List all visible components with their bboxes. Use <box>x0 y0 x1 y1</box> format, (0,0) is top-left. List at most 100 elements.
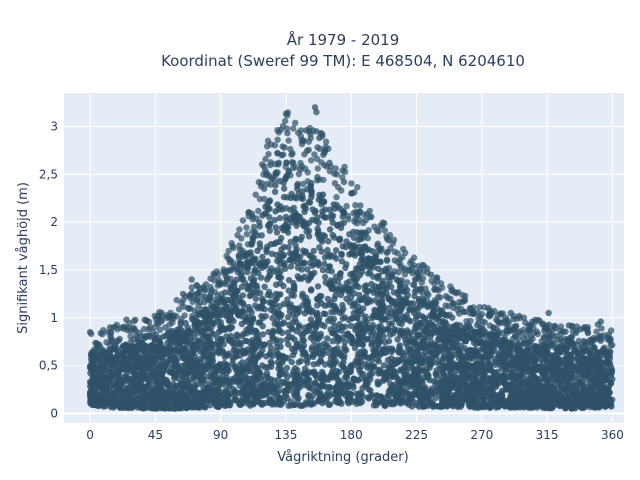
scatter-point <box>501 374 508 382</box>
scatter-point <box>308 194 315 201</box>
scatter-point <box>325 301 332 308</box>
scatter-point <box>321 273 329 281</box>
scatter-point <box>507 392 514 399</box>
scatter-point <box>306 308 313 315</box>
scatter-point <box>377 303 385 310</box>
scatter-point <box>293 195 300 202</box>
scatter-point <box>446 382 454 390</box>
scatter-point <box>394 336 401 343</box>
scatter-point <box>416 397 423 405</box>
scatter-point <box>599 363 606 370</box>
scatter-point <box>146 367 153 375</box>
scatter-point <box>455 378 462 385</box>
scatter-point <box>366 370 373 378</box>
scatter-point <box>156 365 163 372</box>
scatter-point <box>532 347 540 354</box>
scatter-point <box>356 271 363 279</box>
scatter-point <box>275 350 282 358</box>
scatter-point <box>266 268 273 275</box>
scatter-point <box>397 385 404 392</box>
scatter-point <box>295 305 302 312</box>
scatter-point <box>389 330 397 337</box>
scatter-point <box>317 383 325 390</box>
scatter-point <box>281 185 288 192</box>
scatter-point <box>353 400 360 407</box>
scatter-point <box>299 192 306 200</box>
scatter-point <box>238 283 246 291</box>
scatter-point <box>305 219 313 227</box>
scatter-point <box>310 332 317 340</box>
scatter-point <box>314 283 322 290</box>
scatter-point <box>217 318 224 326</box>
scatter-point <box>136 355 144 363</box>
scatter-point <box>302 399 310 406</box>
scatter-point <box>280 193 288 201</box>
scatter-point <box>554 366 562 373</box>
scatter-point <box>285 321 293 329</box>
scatter-point <box>375 265 382 272</box>
scatter-point <box>242 337 249 345</box>
scatter-point <box>497 391 504 399</box>
scatter-point <box>185 349 192 357</box>
scatter-point <box>298 233 305 241</box>
scatter-point <box>239 307 246 315</box>
scatter-point <box>362 353 369 360</box>
scatter-point <box>266 227 273 234</box>
data-points <box>86 104 616 412</box>
scatter-point <box>282 265 289 272</box>
scatter-point <box>194 319 201 326</box>
scatter-point <box>275 270 282 277</box>
scatter-point <box>488 401 496 408</box>
scatter-point <box>326 226 334 233</box>
scatter-point <box>350 384 357 391</box>
scatter-point <box>603 368 610 375</box>
scatter-point <box>329 338 336 345</box>
scatter-point <box>172 362 180 369</box>
scatter-point <box>223 374 230 381</box>
scatter-point <box>267 344 275 352</box>
scatter-point <box>272 290 280 298</box>
scatter-point <box>310 337 318 345</box>
scatter-point <box>250 270 258 277</box>
scatter-point <box>471 335 478 342</box>
scatter-point <box>145 380 153 388</box>
scatter-point <box>307 287 315 294</box>
scatter-point <box>260 259 267 266</box>
scatter-point <box>595 404 602 411</box>
scatter-point <box>315 318 322 326</box>
scatter-point <box>341 382 348 389</box>
scatter-point <box>410 398 417 406</box>
scatter-point <box>248 309 255 316</box>
scatter-point <box>354 265 362 273</box>
scatter-point <box>384 356 392 364</box>
scatter-point <box>326 401 334 408</box>
scatter-point <box>229 299 236 306</box>
scatter-point <box>293 386 300 393</box>
scatter-point <box>297 330 305 337</box>
scatter-point <box>210 303 217 310</box>
scatter-point <box>479 394 486 402</box>
scatter-point <box>331 323 338 330</box>
scatter-point <box>397 282 404 289</box>
scatter-point <box>449 403 457 410</box>
scatter-point <box>235 389 242 397</box>
scatter-point <box>342 264 349 271</box>
scatter-point <box>375 358 382 365</box>
scatter-point <box>326 206 334 213</box>
scatter-point <box>447 371 455 379</box>
scatter-point <box>466 361 473 369</box>
scatter-point <box>167 342 174 349</box>
scatter-point <box>286 303 293 310</box>
scatter-point <box>273 229 281 236</box>
scatter-point <box>459 396 467 403</box>
scatter-point <box>406 391 413 399</box>
scatter-point <box>200 338 208 346</box>
scatter-point <box>407 383 414 390</box>
scatter-point <box>309 262 316 269</box>
scatter-point <box>228 324 236 331</box>
scatter-point <box>303 299 310 306</box>
scatter-point <box>298 275 305 282</box>
scatter-point <box>232 308 240 315</box>
scatter-point <box>276 371 283 378</box>
scatter-point <box>358 252 366 259</box>
